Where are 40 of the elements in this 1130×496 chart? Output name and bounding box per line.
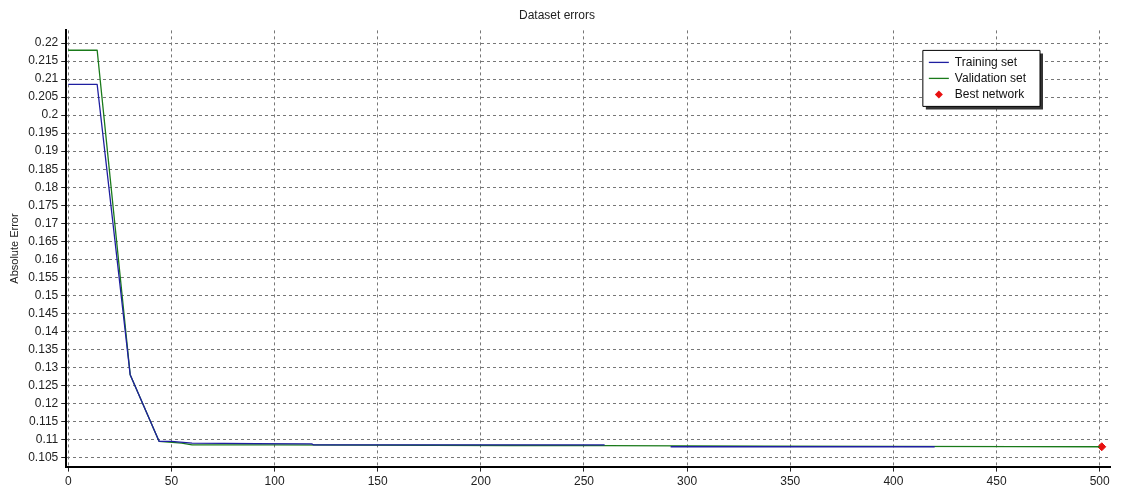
x-tick-label: 200 [470, 474, 492, 489]
y-tick-label: 0.19 [34, 143, 59, 158]
y-tick-label: 0.17 [34, 215, 59, 230]
y-tick-label: 0.175 [28, 197, 59, 212]
legend-label: Best network [954, 86, 1026, 101]
y-tick-label: 0.15 [34, 287, 59, 302]
y-tick-label: 0.155 [28, 269, 59, 284]
x-tick-label: 350 [780, 474, 801, 489]
x-tick-label: 500 [1089, 474, 1111, 489]
x-tick-label: 400 [883, 474, 904, 489]
x-tick-label: 100 [264, 474, 285, 489]
y-tick-label: 0.16 [34, 251, 59, 266]
y-tick-label: 0.145 [28, 305, 59, 320]
chart-title: Dataset errors [518, 7, 596, 22]
x-tick-label: 450 [986, 474, 1007, 489]
y-tick-label: 0.215 [28, 53, 59, 68]
y-tick-label: 0.18 [34, 179, 59, 194]
y-tick-label: 0.12 [34, 395, 59, 410]
y-tick-label: 0.195 [28, 125, 59, 140]
x-tick-label: 300 [677, 474, 698, 489]
y-tick-label: 0.13 [34, 359, 59, 374]
y-tick-label: 0.14 [34, 323, 59, 338]
y-tick-label: 0.22 [34, 35, 59, 50]
legend-label: Training set [954, 54, 1018, 69]
legend-label: Validation set [954, 70, 1027, 85]
y-tick-label: 0.21 [34, 71, 59, 86]
y-tick-label: 0.185 [28, 161, 59, 176]
y-tick-label: 0.135 [28, 341, 59, 356]
y-tick-label: 0.115 [29, 413, 59, 428]
y-tick-label: 0.2 [41, 107, 59, 122]
y-axis-title: Absolute Error [7, 213, 20, 284]
x-tick-label: 150 [367, 474, 389, 489]
x-tick-label: 250 [573, 474, 595, 489]
y-tick-label: 0.105 [28, 449, 59, 464]
y-tick-label: 0.205 [28, 89, 59, 104]
x-tick-label: 50 [164, 474, 179, 489]
x-tick-label: 0 [64, 474, 72, 489]
y-tick-label: 0.125 [28, 377, 59, 392]
y-tick-label: 0.165 [28, 233, 59, 248]
y-tick-label: 0.11 [35, 431, 59, 446]
